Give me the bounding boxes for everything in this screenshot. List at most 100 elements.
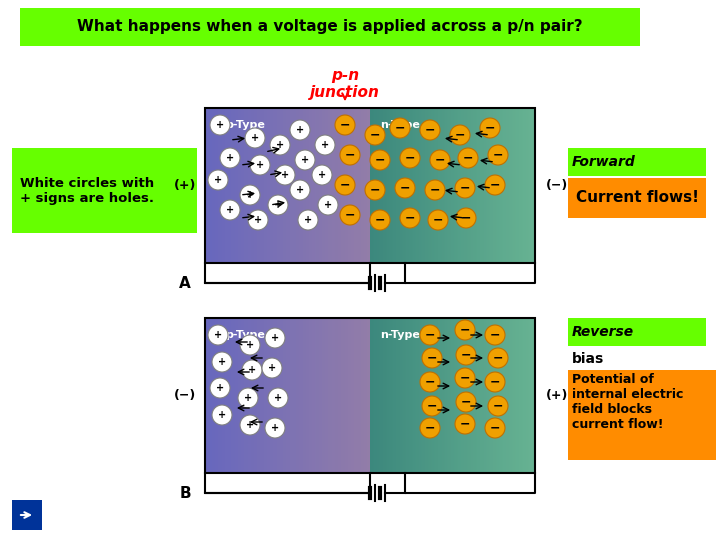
Bar: [260, 108, 261, 263]
Circle shape: [390, 118, 410, 138]
Bar: [469, 108, 470, 263]
Text: −: −: [425, 124, 436, 137]
Bar: [391, 108, 392, 263]
Bar: [505, 108, 506, 263]
Bar: [266, 108, 267, 263]
Bar: [249, 318, 250, 473]
Text: (+): (+): [174, 179, 196, 192]
Bar: [428, 318, 429, 473]
Bar: [386, 108, 387, 263]
Bar: [529, 318, 530, 473]
Bar: [238, 108, 239, 263]
Bar: [260, 318, 261, 473]
Bar: [213, 318, 214, 473]
Bar: [314, 108, 315, 263]
Text: +: +: [324, 200, 332, 210]
Bar: [397, 318, 398, 473]
Bar: [441, 108, 442, 263]
Bar: [443, 318, 444, 473]
Bar: [398, 108, 399, 263]
Bar: [249, 108, 250, 263]
Bar: [348, 318, 349, 473]
Bar: [340, 108, 341, 263]
Text: −: −: [400, 181, 410, 194]
Text: −: −: [425, 328, 436, 341]
Bar: [432, 108, 433, 263]
Bar: [410, 318, 411, 473]
Bar: [525, 318, 526, 473]
Bar: [337, 318, 338, 473]
Bar: [516, 108, 517, 263]
Bar: [252, 318, 253, 473]
Bar: [377, 318, 378, 473]
Text: −: −: [490, 179, 500, 192]
Bar: [245, 108, 246, 263]
Bar: [221, 108, 222, 263]
Bar: [494, 318, 495, 473]
Bar: [463, 318, 464, 473]
Bar: [239, 108, 240, 263]
Bar: [341, 108, 342, 263]
Circle shape: [312, 165, 332, 185]
Bar: [254, 318, 255, 473]
Circle shape: [422, 396, 442, 416]
Bar: [335, 318, 336, 473]
Bar: [436, 318, 437, 473]
Bar: [448, 318, 449, 473]
Bar: [248, 108, 249, 263]
Circle shape: [242, 360, 262, 380]
Bar: [363, 318, 364, 473]
Bar: [405, 318, 406, 473]
Bar: [261, 318, 262, 473]
Bar: [451, 318, 452, 473]
Bar: [359, 318, 360, 473]
Bar: [534, 318, 535, 473]
Bar: [513, 108, 514, 263]
Bar: [446, 318, 447, 473]
Bar: [270, 108, 271, 263]
Text: −: −: [463, 152, 473, 165]
Bar: [233, 318, 234, 473]
Bar: [389, 318, 390, 473]
Bar: [379, 108, 380, 263]
Circle shape: [400, 208, 420, 228]
Text: −: −: [455, 129, 465, 141]
Bar: [528, 108, 529, 263]
Bar: [274, 108, 275, 263]
Bar: [313, 318, 314, 473]
Bar: [264, 318, 265, 473]
Circle shape: [370, 150, 390, 170]
Bar: [484, 318, 485, 473]
Bar: [460, 318, 461, 473]
Bar: [421, 318, 422, 473]
Bar: [349, 318, 350, 473]
Bar: [483, 318, 484, 473]
Bar: [301, 108, 302, 263]
Text: +: +: [251, 133, 259, 143]
Bar: [243, 108, 244, 263]
Bar: [523, 108, 524, 263]
Circle shape: [480, 118, 500, 138]
Bar: [207, 108, 208, 263]
Bar: [288, 108, 289, 263]
Bar: [341, 318, 342, 473]
Bar: [291, 108, 292, 263]
Bar: [231, 108, 232, 263]
Bar: [407, 318, 408, 473]
Bar: [393, 108, 394, 263]
Bar: [350, 108, 351, 263]
Bar: [206, 318, 207, 473]
Bar: [383, 318, 384, 473]
Bar: [211, 108, 212, 263]
Text: −: −: [433, 213, 444, 226]
Text: −: −: [340, 118, 350, 132]
Bar: [212, 108, 213, 263]
Circle shape: [400, 148, 420, 168]
Bar: [317, 318, 318, 473]
Bar: [321, 318, 322, 473]
Bar: [477, 108, 478, 263]
Bar: [210, 108, 211, 263]
Bar: [469, 318, 470, 473]
Bar: [363, 108, 364, 263]
Bar: [515, 108, 516, 263]
